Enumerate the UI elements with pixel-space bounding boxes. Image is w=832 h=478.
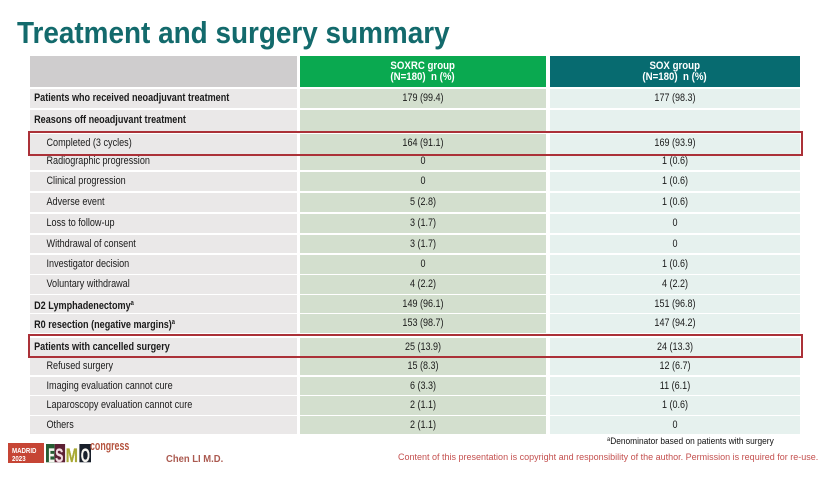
svg-text:S: S [55, 445, 63, 462]
svg-text:M: M [65, 445, 77, 462]
svg-text:O: O [80, 445, 89, 462]
svg-text:E: E [48, 445, 54, 462]
